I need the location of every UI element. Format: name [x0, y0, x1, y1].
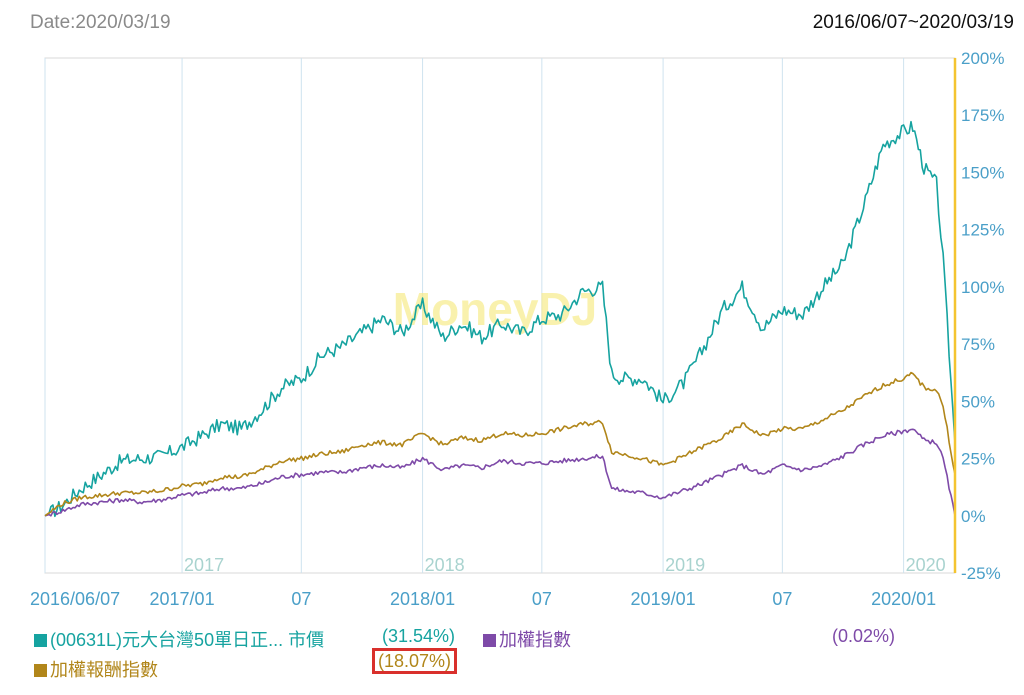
legend-item-00631l[interactable]: (00631L)元大台灣50單日正... 市價	[34, 626, 324, 652]
legend-change-taiex: (0.02%)	[832, 626, 896, 646]
legend-swatch-gold	[34, 664, 47, 677]
series-layer	[44, 58, 957, 573]
series-line-1	[44, 428, 956, 517]
x-tick-label: 07	[772, 589, 792, 609]
x-tick-label: 2019/01	[631, 589, 696, 609]
y-tick-label: 0%	[961, 507, 986, 526]
y-tick-label: 200%	[961, 49, 1004, 68]
date-range-label: 2016/06/07~2020/03/19	[812, 12, 1014, 33]
legend-swatch-teal	[34, 634, 47, 647]
year-label: 2018	[425, 555, 465, 575]
legend-change-00631l: (31.54%)	[382, 626, 456, 646]
y-tick-label: 25%	[961, 450, 995, 469]
x-tick-label: 2016/06/07	[30, 589, 120, 609]
x-tick-label: 2018/01	[390, 589, 455, 609]
year-label: 2019	[665, 555, 705, 575]
legend-item-taiex[interactable]: 加權指數	[483, 626, 571, 652]
series-line-0	[44, 120, 956, 518]
x-tick-label: 07	[532, 589, 552, 609]
y-tick-label: 50%	[961, 392, 995, 411]
x-tick-label: 07	[291, 589, 311, 609]
date-label: Date:2020/03/19	[30, 12, 171, 33]
grid-layer	[44, 57, 956, 574]
y-tick-label: 175%	[961, 106, 1004, 125]
x-tick-label: 2020/01	[871, 589, 936, 609]
x-tick-label: 2017/01	[150, 589, 215, 609]
y-tick-label: 150%	[961, 163, 1004, 182]
y-tick-label: 125%	[961, 221, 1004, 240]
year-label: 2020	[906, 555, 946, 575]
series-line-2	[44, 371, 956, 517]
legend-change-taiex-total-return: (18.07%)	[372, 648, 458, 674]
highlight-box: (18.07%)	[372, 648, 458, 674]
legend-item-taiex-total-return[interactable]: 加權報酬指數	[34, 656, 158, 682]
legend-label-taiex: 加權指數	[499, 630, 571, 650]
legend-label-00631l: (00631L)元大台灣50單日正... 市價	[50, 630, 325, 650]
axis-layer: 200% 175% 150% 125% 100% 75% 50% 25% 0% -25% 2016/…	[30, 49, 1004, 609]
y-tick-label: 75%	[961, 335, 995, 354]
legend-swatch-purple	[483, 634, 496, 647]
year-label: 2017	[184, 555, 224, 575]
legend-label-taiex-total-return: 加權報酬指數	[50, 660, 158, 680]
y-tick-label: -25%	[961, 564, 1001, 583]
y-tick-label: 100%	[961, 278, 1004, 297]
